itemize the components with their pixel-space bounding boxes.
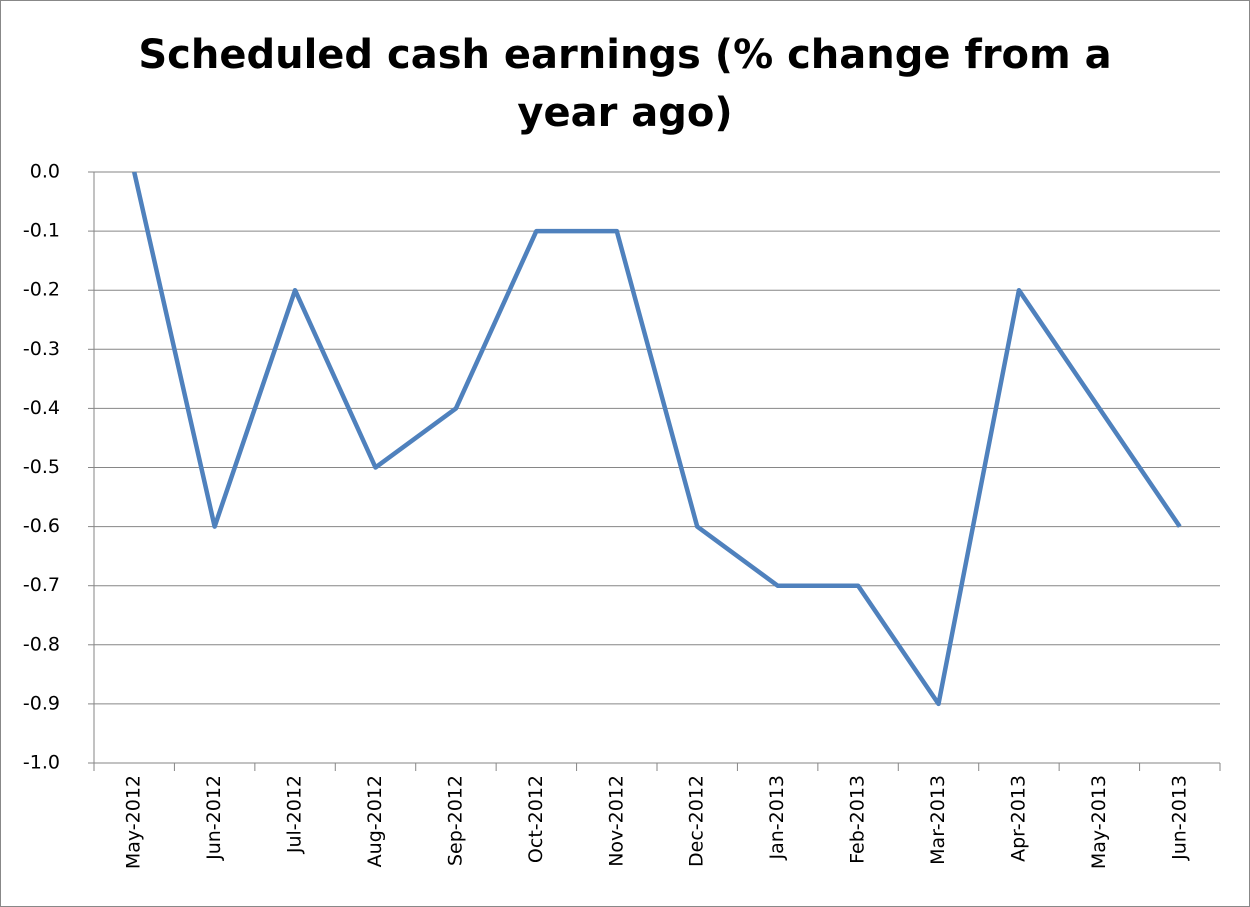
- y-tick-label: -0.6: [23, 515, 60, 537]
- chart-title: Scheduled cash earnings (% change from a…: [138, 32, 1112, 136]
- x-tick-label: May-2012: [123, 775, 145, 869]
- y-tick-label: -0.8: [23, 633, 60, 655]
- x-tick-label: Oct-2012: [525, 775, 547, 863]
- y-tick-label: -0.5: [23, 456, 60, 478]
- x-tick-label: Aug-2012: [364, 775, 386, 867]
- x-tick-label: Nov-2012: [605, 775, 627, 867]
- x-tick-label: Apr-2013: [1007, 775, 1029, 862]
- y-tick-label: -0.1: [23, 220, 60, 242]
- y-tick-label: 0.0: [30, 161, 60, 183]
- y-tick-label: -0.7: [23, 574, 60, 596]
- x-tick-label: Jan-2013: [766, 775, 788, 861]
- x-tick-label: Jul-2012: [284, 775, 306, 854]
- y-tick-label: -1.0: [23, 752, 60, 774]
- y-tick-label: -0.3: [23, 338, 60, 360]
- y-tick-label: -0.4: [23, 397, 60, 419]
- x-tick-label: Sep-2012: [444, 775, 466, 866]
- data-line: [132, 171, 1182, 707]
- x-tick-label: Jun-2012: [203, 775, 225, 861]
- x-tick-label: Mar-2013: [927, 775, 949, 865]
- x-tick-label: Dec-2012: [686, 775, 708, 867]
- y-tick-label: -0.2: [23, 279, 60, 301]
- y-tick-label: -0.9: [23, 692, 60, 714]
- x-tick-label: May-2013: [1088, 775, 1110, 869]
- x-tick-label: Jun-2013: [1168, 775, 1190, 861]
- x-tick-label: Feb-2013: [847, 775, 869, 864]
